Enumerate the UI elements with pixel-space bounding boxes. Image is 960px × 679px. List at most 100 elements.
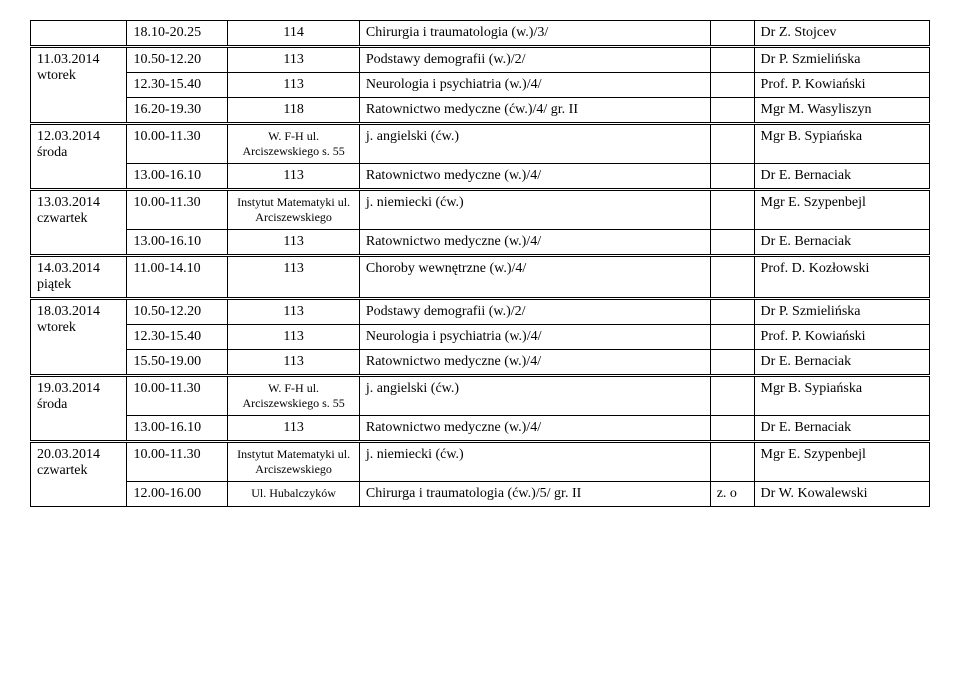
room-cell: Ul. Hubalczyków xyxy=(228,482,360,507)
teacher-cell: Prof. P. Kowiański xyxy=(754,73,929,98)
subject-cell: Neurologia i psychiatria (w.)/4/ xyxy=(359,73,710,98)
table-row: 13.00-16.10113Ratownictwo medyczne (w.)/… xyxy=(31,416,930,442)
teacher-cell: Prof. P. Kowiański xyxy=(754,325,929,350)
table-row: 12.30-15.40113Neurologia i psychiatria (… xyxy=(31,73,930,98)
time-cell: 10.50-12.20 xyxy=(127,47,228,73)
table-row: 13.00-16.10113Ratownictwo medyczne (w.)/… xyxy=(31,230,930,256)
room-cell: 113 xyxy=(228,416,360,442)
time-cell: 13.00-16.10 xyxy=(127,416,228,442)
subject-cell: Ratownictwo medyczne (ćw.)/4/ gr. II xyxy=(359,98,710,124)
subject-cell: Podstawy demografii (w.)/2/ xyxy=(359,299,710,325)
teacher-cell: Dr E. Bernaciak xyxy=(754,350,929,376)
teacher-cell: Dr E. Bernaciak xyxy=(754,416,929,442)
room-cell: 113 xyxy=(228,299,360,325)
subject-cell: j. niemiecki (ćw.) xyxy=(359,442,710,482)
teacher-cell: Mgr B. Sypiańska xyxy=(754,124,929,164)
table-row: 20.03.2014czwartek10.00-11.30Instytut Ma… xyxy=(31,442,930,482)
schedule-table: 18.10-20.25114Chirurgia i traumatologia … xyxy=(30,20,930,507)
table-row: 14.03.2014piątek11.00-14.10113Choroby we… xyxy=(31,256,930,299)
extra-cell xyxy=(710,21,754,47)
extra-cell xyxy=(710,230,754,256)
teacher-cell: Dr P. Szmielińska xyxy=(754,47,929,73)
table-row: 16.20-19.30118Ratownictwo medyczne (ćw.)… xyxy=(31,98,930,124)
room-cell: 113 xyxy=(228,73,360,98)
subject-cell: Neurologia i psychiatria (w.)/4/ xyxy=(359,325,710,350)
date-cell: 19.03.2014środa xyxy=(31,376,127,442)
teacher-cell: Dr Z. Stojcev xyxy=(754,21,929,47)
subject-cell: Choroby wewnętrzne (w.)/4/ xyxy=(359,256,710,299)
teacher-cell: Dr E. Bernaciak xyxy=(754,230,929,256)
room-cell: 113 xyxy=(228,230,360,256)
subject-cell: j. niemiecki (ćw.) xyxy=(359,190,710,230)
schedule-body: 18.10-20.25114Chirurgia i traumatologia … xyxy=(31,21,930,507)
room-cell: W. F-H ul. Arciszewskiego s. 55 xyxy=(228,124,360,164)
room-cell: Instytut Matematyki ul. Arciszewskiego xyxy=(228,442,360,482)
extra-cell xyxy=(710,124,754,164)
time-cell: 13.00-16.10 xyxy=(127,164,228,190)
extra-cell xyxy=(710,350,754,376)
room-cell: 113 xyxy=(228,350,360,376)
time-cell: 11.00-14.10 xyxy=(127,256,228,299)
time-cell: 12.00-16.00 xyxy=(127,482,228,507)
subject-cell: Ratownictwo medyczne (w.)/4/ xyxy=(359,230,710,256)
extra-cell xyxy=(710,442,754,482)
date-cell: 13.03.2014czwartek xyxy=(31,190,127,256)
date-cell: 18.03.2014wtorek xyxy=(31,299,127,376)
teacher-cell: Dr W. Kowalewski xyxy=(754,482,929,507)
teacher-cell: Prof. D. Kozłowski xyxy=(754,256,929,299)
table-row: 11.03.2014wtorek10.50-12.20113Podstawy d… xyxy=(31,47,930,73)
extra-cell: z. o xyxy=(710,482,754,507)
room-cell: W. F-H ul. Arciszewskiego s. 55 xyxy=(228,376,360,416)
room-cell: 113 xyxy=(228,256,360,299)
time-cell: 12.30-15.40 xyxy=(127,325,228,350)
teacher-cell: Dr E. Bernaciak xyxy=(754,164,929,190)
subject-cell: Podstawy demografii (w.)/2/ xyxy=(359,47,710,73)
extra-cell xyxy=(710,256,754,299)
date-cell: 20.03.2014czwartek xyxy=(31,442,127,507)
room-cell: 113 xyxy=(228,325,360,350)
table-row: 12.30-15.40113Neurologia i psychiatria (… xyxy=(31,325,930,350)
time-cell: 10.00-11.30 xyxy=(127,376,228,416)
table-row: 15.50-19.00113Ratownictwo medyczne (w.)/… xyxy=(31,350,930,376)
extra-cell xyxy=(710,190,754,230)
teacher-cell: Mgr E. Szypenbejl xyxy=(754,442,929,482)
teacher-cell: Mgr M. Wasyliszyn xyxy=(754,98,929,124)
date-cell xyxy=(31,21,127,47)
table-row: 19.03.2014środa10.00-11.30W. F-H ul. Arc… xyxy=(31,376,930,416)
time-cell: 15.50-19.00 xyxy=(127,350,228,376)
room-cell: 113 xyxy=(228,47,360,73)
time-cell: 10.00-11.30 xyxy=(127,442,228,482)
subject-cell: Chirurgia i traumatologia (w.)/3/ xyxy=(359,21,710,47)
subject-cell: Ratownictwo medyczne (w.)/4/ xyxy=(359,416,710,442)
time-cell: 13.00-16.10 xyxy=(127,230,228,256)
extra-cell xyxy=(710,98,754,124)
extra-cell xyxy=(710,299,754,325)
time-cell: 10.50-12.20 xyxy=(127,299,228,325)
extra-cell xyxy=(710,376,754,416)
subject-cell: j. angielski (ćw.) xyxy=(359,376,710,416)
room-cell: 113 xyxy=(228,164,360,190)
extra-cell xyxy=(710,416,754,442)
extra-cell xyxy=(710,164,754,190)
teacher-cell: Dr P. Szmielińska xyxy=(754,299,929,325)
extra-cell xyxy=(710,325,754,350)
subject-cell: j. angielski (ćw.) xyxy=(359,124,710,164)
extra-cell xyxy=(710,73,754,98)
time-cell: 10.00-11.30 xyxy=(127,124,228,164)
time-cell: 10.00-11.30 xyxy=(127,190,228,230)
room-cell: 114 xyxy=(228,21,360,47)
date-cell: 11.03.2014wtorek xyxy=(31,47,127,124)
table-row: 13.03.2014czwartek10.00-11.30Instytut Ma… xyxy=(31,190,930,230)
room-cell: 118 xyxy=(228,98,360,124)
room-cell: Instytut Matematyki ul. Arciszewskiego xyxy=(228,190,360,230)
table-row: 13.00-16.10113Ratownictwo medyczne (w.)/… xyxy=(31,164,930,190)
time-cell: 16.20-19.30 xyxy=(127,98,228,124)
subject-cell: Ratownictwo medyczne (w.)/4/ xyxy=(359,164,710,190)
time-cell: 12.30-15.40 xyxy=(127,73,228,98)
teacher-cell: Mgr E. Szypenbejl xyxy=(754,190,929,230)
extra-cell xyxy=(710,47,754,73)
table-row: 18.10-20.25114Chirurgia i traumatologia … xyxy=(31,21,930,47)
date-cell: 12.03.2014środa xyxy=(31,124,127,190)
subject-cell: Chirurga i traumatologia (ćw.)/5/ gr. II xyxy=(359,482,710,507)
time-cell: 18.10-20.25 xyxy=(127,21,228,47)
